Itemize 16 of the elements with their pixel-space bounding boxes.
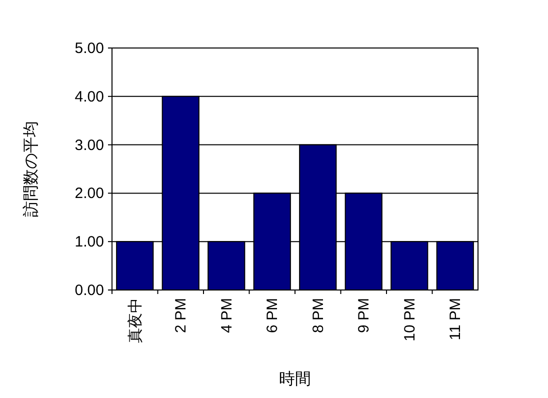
x-tick-label: 10 PM <box>401 298 418 342</box>
x-axis-title: 時間 <box>279 370 311 388</box>
y-tick-label: 2.00 <box>74 185 104 202</box>
x-tick-label: 8 PM <box>310 298 327 334</box>
x-tick-label: 6 PM <box>264 298 282 334</box>
x-tick-label: 4 PM <box>218 298 236 334</box>
y-tick-label: 4.00 <box>74 88 104 106</box>
y-tick-label: 5.00 <box>74 40 104 57</box>
x-tick-label: 11 PM <box>447 298 464 340</box>
y-axis-title: 訪問数の平均 <box>22 121 40 217</box>
x-tick-label: 2 PM <box>172 298 190 334</box>
y-tick-label: 0.00 <box>74 282 104 299</box>
x-tick-label: 真夜中 <box>126 298 144 343</box>
x-tick-label: 9 PM <box>356 298 373 334</box>
y-tick-label: 3.00 <box>74 136 104 154</box>
y-tick-label: 1.00 <box>74 234 104 251</box>
